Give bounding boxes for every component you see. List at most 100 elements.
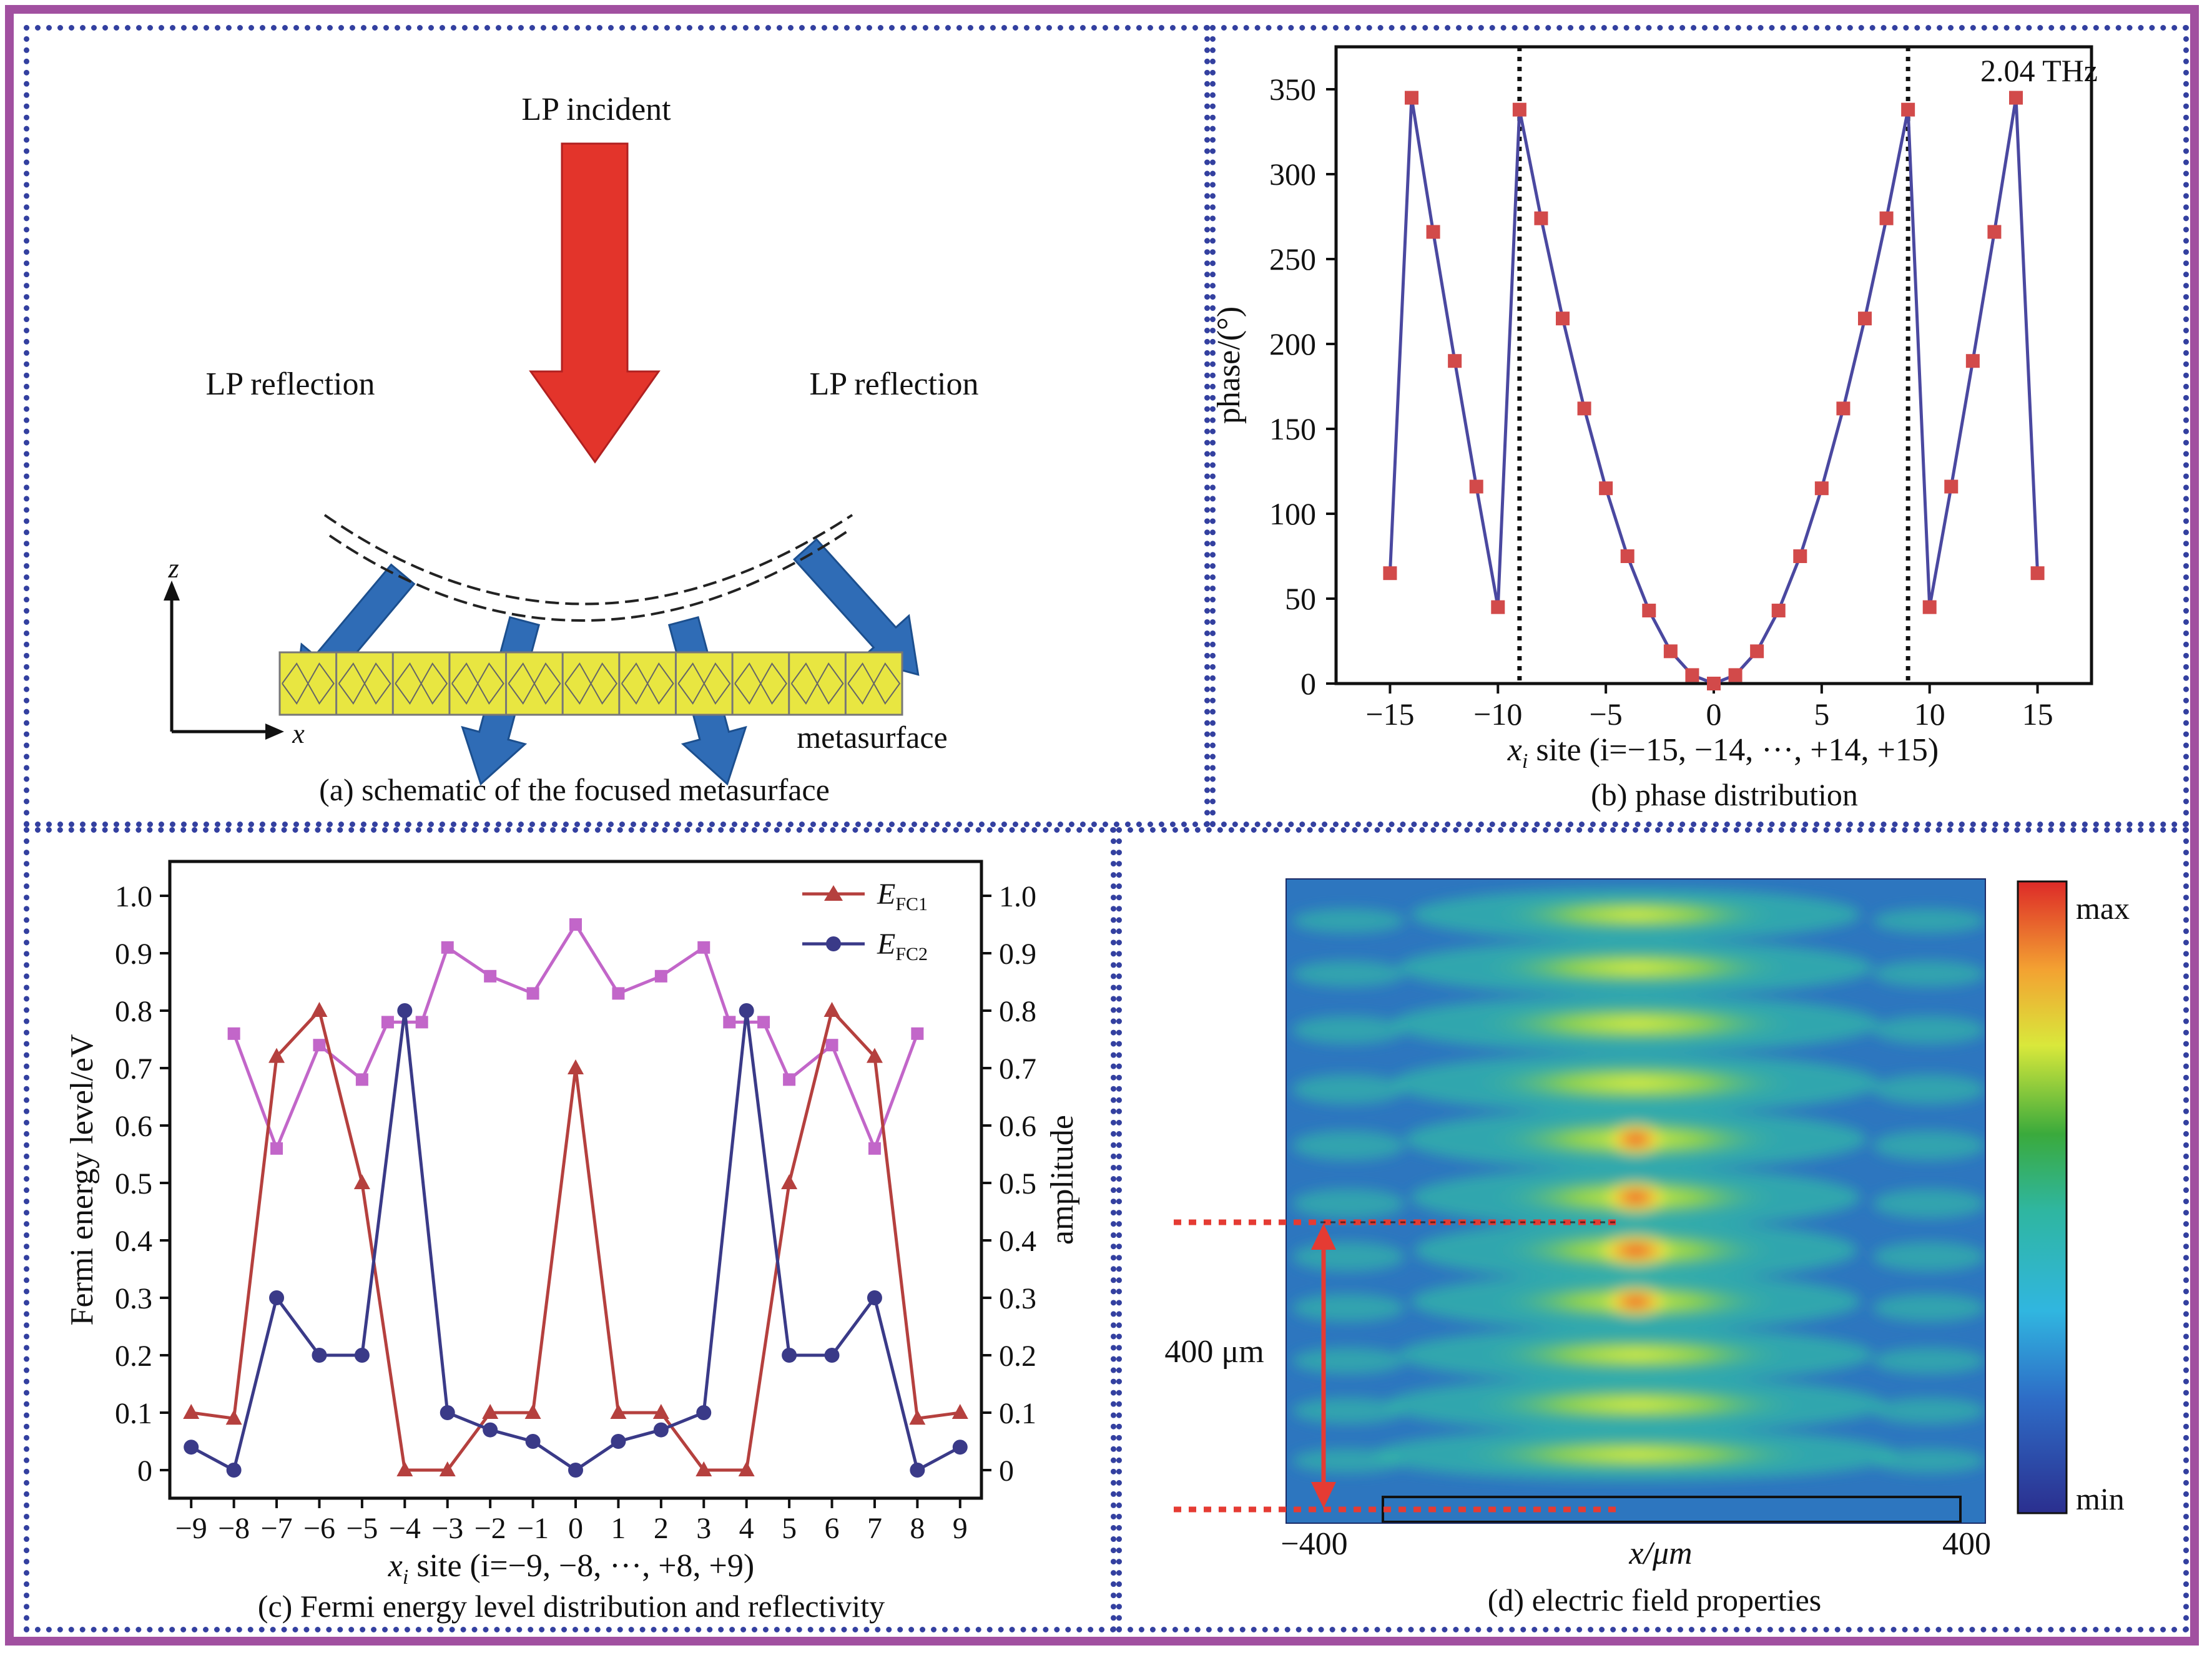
phase-point bbox=[1901, 102, 1915, 117]
fermi-xtick-label: 1 bbox=[611, 1512, 626, 1545]
amplitude-point bbox=[355, 1073, 368, 1086]
phase-xtick-label: 0 bbox=[1706, 697, 1722, 732]
metasurface-cell-pattern bbox=[282, 662, 335, 705]
field-side-lobe bbox=[1873, 1448, 1985, 1473]
field-side-lobe bbox=[1873, 1074, 1985, 1104]
field-side-lobe bbox=[1873, 961, 1985, 987]
fermi-ytick-right-label: 0.9 bbox=[999, 938, 1036, 971]
phase-xtick-label: −5 bbox=[1590, 697, 1623, 732]
field-xtick-right: 400 bbox=[1942, 1526, 1991, 1562]
efc2-point bbox=[312, 1348, 327, 1363]
amplitude-point bbox=[723, 1016, 736, 1029]
fermi-xtick-label: 8 bbox=[910, 1512, 925, 1545]
fermi-ytick-left-label: 0.1 bbox=[115, 1397, 152, 1430]
legend-efc1-label: EFC1 bbox=[877, 878, 928, 915]
fermi-xlabel-rest: site (i=−9, −8, ···, +8, +9) bbox=[408, 1548, 754, 1584]
phase-xtick-label: 10 bbox=[1914, 697, 1945, 732]
panel-c-frame bbox=[24, 827, 1116, 1632]
phase-point bbox=[1383, 566, 1397, 581]
metasurface-cell-pattern bbox=[395, 662, 448, 705]
fermi-ytick-right-label: 1.0 bbox=[999, 880, 1036, 913]
phase-point bbox=[1620, 549, 1634, 563]
amplitude-point bbox=[783, 1073, 796, 1086]
field-side-lobe bbox=[1292, 1074, 1405, 1104]
reflection-arrow-4 bbox=[793, 537, 920, 676]
phase-point bbox=[1448, 354, 1462, 368]
fermi-xtick-label: −2 bbox=[474, 1512, 506, 1545]
amplitude-point bbox=[484, 969, 497, 983]
fermi-xtick-label: −7 bbox=[261, 1512, 293, 1545]
field-side-lobe bbox=[1292, 1293, 1405, 1322]
field-side-lobe bbox=[1873, 1398, 1985, 1424]
field-side-lobe bbox=[1292, 1398, 1405, 1424]
field-lobe bbox=[1473, 1004, 1798, 1044]
metasurface-cell-pattern bbox=[508, 662, 561, 705]
phase-ytick-label: 0 bbox=[1300, 666, 1316, 701]
phase-ytick-label: 50 bbox=[1285, 581, 1316, 616]
field-side-lobe bbox=[1292, 961, 1405, 987]
phase-point bbox=[1814, 481, 1829, 496]
incident-label: LP incident bbox=[521, 92, 671, 127]
field-hotspot bbox=[1605, 1122, 1667, 1157]
phase-point bbox=[2009, 91, 2023, 105]
legend-efc1-marker bbox=[824, 885, 843, 901]
phase-point bbox=[1577, 401, 1591, 416]
efc2-point bbox=[440, 1405, 455, 1420]
field-border bbox=[1285, 878, 1986, 1524]
focus-curve-inner bbox=[328, 528, 852, 622]
legend-efc2-marker bbox=[826, 936, 841, 951]
phase-point bbox=[1599, 481, 1613, 496]
phase-ytick-label: 200 bbox=[1269, 326, 1316, 361]
panel-a: LP incident LP reflection LP reflection … bbox=[164, 92, 978, 807]
metasurface bbox=[278, 651, 903, 716]
field-lobe bbox=[1492, 897, 1779, 932]
focus-curve-outer bbox=[323, 514, 853, 606]
phase-xlabel-rest: site (i=−15, −14, ···, +14, +15) bbox=[1528, 732, 1939, 768]
efc2-point bbox=[611, 1434, 626, 1449]
phase-xtick-label: −15 bbox=[1365, 697, 1414, 732]
field-hotspot bbox=[1601, 1285, 1670, 1318]
fermi-ytick-right-label: 0.1 bbox=[999, 1397, 1036, 1430]
efc2-point bbox=[653, 1422, 669, 1438]
phase-ytick-label: 350 bbox=[1269, 72, 1316, 107]
fermi-xtick-label: 4 bbox=[739, 1512, 754, 1545]
legend-efc2-main: E bbox=[877, 928, 895, 961]
phase-point bbox=[1793, 549, 1807, 563]
efc2-point bbox=[269, 1290, 285, 1305]
fermi-xtick-label: −1 bbox=[517, 1512, 549, 1545]
field-lobe bbox=[1480, 949, 1792, 986]
phase-xtick-label: 15 bbox=[2022, 697, 2053, 732]
phase-xlabel-sub: i bbox=[1522, 750, 1528, 773]
panel-d: max min 400 μm −400 400 x/μm (d) electri… bbox=[1164, 878, 2130, 1617]
field-lobe bbox=[1480, 1336, 1792, 1373]
field-lobe bbox=[1467, 1386, 1804, 1423]
amplitude-point bbox=[868, 1142, 881, 1155]
fermi-xtick-label: 2 bbox=[654, 1512, 669, 1545]
phase-point bbox=[1663, 644, 1678, 659]
fermi-xtick-label: 9 bbox=[953, 1512, 968, 1545]
fermi-xtick-label: −9 bbox=[175, 1512, 207, 1545]
fermi-plot-area bbox=[168, 860, 983, 1500]
legend-efc1-main: E bbox=[877, 878, 895, 911]
efc1-point bbox=[652, 1404, 669, 1419]
fermi-xlabel-sub: i bbox=[403, 1566, 408, 1589]
efc1-point bbox=[183, 1404, 200, 1419]
efc1-point bbox=[823, 1002, 840, 1017]
colorbar bbox=[2017, 880, 2068, 1514]
efc1-point bbox=[482, 1404, 499, 1419]
efc2-point bbox=[568, 1463, 583, 1478]
phase-point bbox=[1750, 644, 1764, 659]
metasurface-cell-pattern bbox=[734, 662, 787, 705]
fermi-ytick-right-label: 0.3 bbox=[999, 1282, 1036, 1315]
legend-efc2-sub: FC2 bbox=[895, 944, 928, 964]
field-side-lobe bbox=[1292, 1242, 1405, 1272]
phase-ytick-label: 150 bbox=[1269, 411, 1316, 446]
fermi-ytick-right-label: 0.8 bbox=[999, 995, 1036, 1028]
field-side-lobe bbox=[1292, 908, 1405, 933]
phase-point bbox=[1685, 668, 1699, 682]
fermi-xtick-label: 5 bbox=[782, 1512, 797, 1545]
phase-ytick-label: 100 bbox=[1269, 496, 1316, 531]
metasurface-cell-pattern bbox=[847, 662, 901, 705]
amplitude-point bbox=[441, 941, 454, 954]
